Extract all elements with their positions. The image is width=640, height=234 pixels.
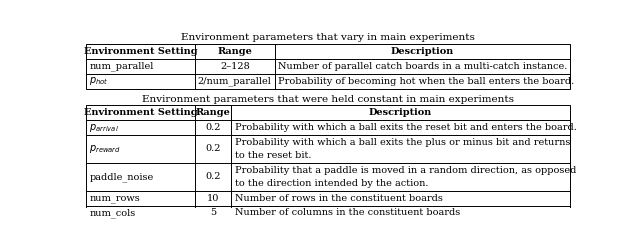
Text: $p_{reward}$: $p_{reward}$	[90, 143, 122, 155]
Text: 0.2: 0.2	[205, 123, 221, 132]
Text: Probability with which a ball exits the reset bit and enters the board.: Probability with which a ball exits the …	[235, 123, 577, 132]
Text: 0.2: 0.2	[205, 144, 221, 154]
Text: num_rows: num_rows	[90, 194, 140, 203]
Text: Environment Setting: Environment Setting	[84, 47, 197, 56]
Text: Environment Setting: Environment Setting	[84, 108, 197, 117]
Text: 5: 5	[210, 208, 216, 217]
Text: $p_{hot}$: $p_{hot}$	[90, 75, 109, 87]
Text: to the direction intended by the action.: to the direction intended by the action.	[235, 179, 428, 188]
Text: Number of columns in the constituent boards: Number of columns in the constituent boa…	[235, 208, 460, 217]
Text: Environment parameters that vary in main experiments: Environment parameters that vary in main…	[181, 33, 475, 42]
Text: num_cols: num_cols	[90, 208, 136, 218]
Text: Description: Description	[391, 47, 454, 56]
Text: Range: Range	[218, 47, 252, 56]
Text: $p_{arrival}$: $p_{arrival}$	[90, 121, 120, 134]
Text: Range: Range	[196, 108, 230, 117]
Text: Description: Description	[369, 108, 432, 117]
Text: to the reset bit.: to the reset bit.	[235, 151, 311, 160]
Text: Probability of becoming hot when the ball enters the board.: Probability of becoming hot when the bal…	[278, 77, 575, 86]
Text: 10: 10	[207, 194, 220, 203]
Text: 0.2: 0.2	[205, 172, 221, 181]
Text: Environment parameters that were held constant in main experiments: Environment parameters that were held co…	[142, 95, 514, 104]
Text: Probability with which a ball exits the plus or minus bit and returns: Probability with which a ball exits the …	[235, 138, 570, 147]
Text: Probability that a paddle is moved in a random direction, as opposed: Probability that a paddle is moved in a …	[235, 166, 576, 175]
Text: Number of rows in the constituent boards: Number of rows in the constituent boards	[235, 194, 442, 203]
Bar	[86, 105, 570, 220]
Text: Number of parallel catch boards in a multi-catch instance.: Number of parallel catch boards in a mul…	[278, 62, 568, 71]
Text: 2–128: 2–128	[220, 62, 250, 71]
Text: paddle_noise: paddle_noise	[90, 172, 154, 182]
Text: num_parallel: num_parallel	[90, 62, 154, 71]
Bar	[86, 44, 570, 89]
Text: 2/num_parallel: 2/num_parallel	[198, 76, 272, 86]
